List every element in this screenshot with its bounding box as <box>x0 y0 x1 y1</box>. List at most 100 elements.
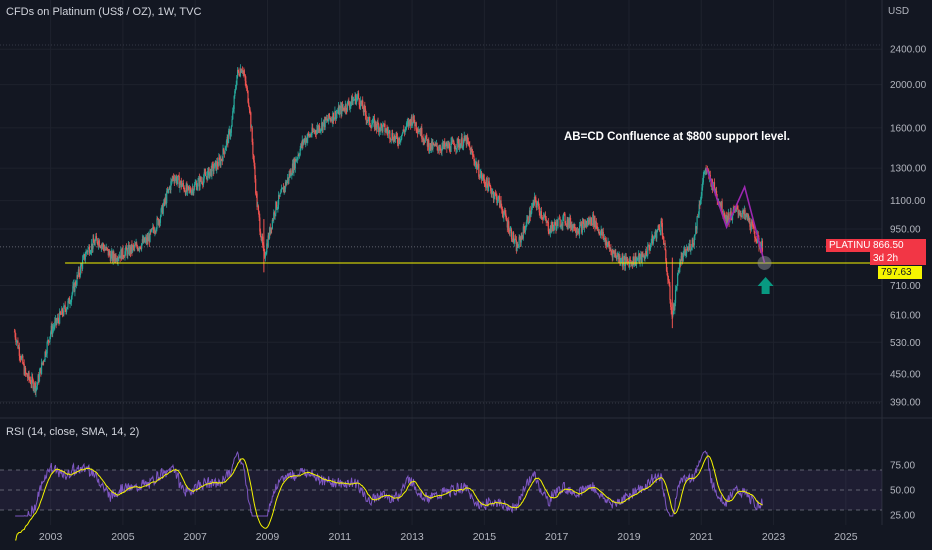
candle-body <box>576 231 578 234</box>
candle-body <box>663 236 665 245</box>
candle-body <box>747 214 750 221</box>
candle-body <box>494 192 497 194</box>
candle-body <box>522 236 524 239</box>
rsi-tick-label: 25.00 <box>890 511 915 522</box>
candle-body <box>259 217 261 232</box>
candle-body <box>19 355 21 358</box>
y-tick-label: 1100.00 <box>890 196 926 207</box>
candle-body <box>366 120 369 121</box>
candle-body <box>50 325 52 333</box>
candle-body <box>141 239 143 244</box>
candle-body <box>235 84 237 89</box>
candle-body <box>142 239 144 243</box>
candle-body <box>190 191 192 194</box>
x-tick-label: 2013 <box>400 531 424 543</box>
candle-body <box>219 159 221 166</box>
candle-body <box>681 256 684 262</box>
candle-body <box>567 218 570 227</box>
candle-body <box>358 98 360 105</box>
candle-body <box>553 225 555 230</box>
candle-body <box>609 248 611 250</box>
candle-body <box>463 135 465 141</box>
candle-body <box>100 246 102 248</box>
rsi-band <box>0 469 882 511</box>
candle-body <box>195 183 197 185</box>
candle-body <box>92 238 94 249</box>
candle-body <box>666 270 668 276</box>
candle-body <box>42 361 44 364</box>
candle-body <box>625 257 627 261</box>
candle-body <box>690 247 693 250</box>
candle-body <box>317 126 319 131</box>
candle-body <box>498 196 500 197</box>
candle-body <box>662 235 664 237</box>
candle-body <box>355 95 357 104</box>
candle-body <box>544 215 547 220</box>
candle-body <box>408 119 410 126</box>
candle-body <box>713 182 716 190</box>
candle-body <box>439 148 442 151</box>
candle-body <box>376 127 378 129</box>
candle-body <box>339 108 341 115</box>
candle-body <box>241 70 243 73</box>
candle-body <box>626 259 629 262</box>
candle-body <box>61 308 64 314</box>
candle-body <box>60 313 62 315</box>
candle-body <box>161 205 163 209</box>
candle-body <box>613 250 615 252</box>
candle-body <box>489 184 491 186</box>
candle-body <box>492 191 494 193</box>
candle-body <box>467 141 469 143</box>
candle-body <box>37 375 39 383</box>
candle-body <box>85 251 87 257</box>
candle-body <box>536 204 538 208</box>
candle-body <box>111 251 113 255</box>
candle-body <box>305 138 308 143</box>
candle-body <box>715 190 718 199</box>
candle-body <box>672 304 675 315</box>
candle-body <box>469 145 471 148</box>
candle-body <box>602 231 604 239</box>
candle-body <box>677 273 679 286</box>
candle-body <box>330 119 333 121</box>
candle-body <box>541 217 543 219</box>
candle-body <box>568 218 570 226</box>
candle-body <box>741 212 743 218</box>
candle-body <box>332 112 334 123</box>
candle-body <box>736 206 739 210</box>
candle-body <box>249 109 251 113</box>
candle-body <box>177 175 180 177</box>
candle-body <box>214 161 216 163</box>
candle-body <box>254 166 256 179</box>
candle-body <box>353 99 355 101</box>
candle-body <box>280 188 282 193</box>
rsi-lines <box>15 450 763 541</box>
candle-body <box>596 226 598 228</box>
candle-body <box>566 219 568 225</box>
candle-body <box>377 121 379 125</box>
candle-body <box>715 190 717 195</box>
candle-body <box>458 143 460 148</box>
candle-body <box>246 87 248 91</box>
candle-body <box>474 161 476 166</box>
candle-body <box>442 142 444 147</box>
candle-body <box>663 243 666 245</box>
candle-body <box>120 249 123 260</box>
candle-body <box>713 182 715 189</box>
last-price-tag: 866.50 <box>870 239 926 252</box>
candle-body <box>312 130 314 132</box>
candle-body <box>196 186 198 190</box>
candle-body <box>535 203 538 208</box>
candle-body <box>674 302 676 310</box>
candle-body <box>107 248 109 250</box>
candle-body <box>56 320 58 324</box>
candle-body <box>113 252 115 258</box>
candle-body <box>122 256 125 258</box>
candle-body <box>462 146 464 148</box>
candle-body <box>433 144 435 146</box>
candle-body <box>418 130 420 133</box>
candle-body <box>80 265 82 267</box>
candle-body <box>106 247 108 249</box>
candle-body <box>512 232 515 242</box>
